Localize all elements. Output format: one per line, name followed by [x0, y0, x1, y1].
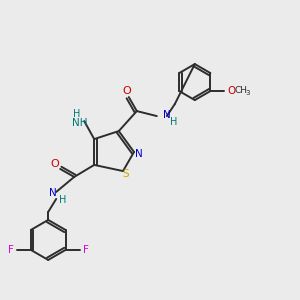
Text: O: O	[122, 86, 131, 96]
Text: O: O	[51, 159, 60, 169]
Text: F: F	[82, 245, 88, 255]
Text: H: H	[73, 109, 80, 119]
Text: 3: 3	[245, 90, 250, 96]
Text: N: N	[135, 149, 143, 159]
Text: S: S	[123, 169, 129, 179]
Text: NH: NH	[73, 118, 88, 128]
Text: H: H	[170, 117, 177, 127]
Text: N: N	[163, 110, 170, 120]
Text: F: F	[8, 245, 14, 255]
Text: O: O	[227, 86, 236, 96]
Text: H: H	[58, 195, 66, 205]
Text: CH: CH	[234, 85, 248, 94]
Text: N: N	[49, 188, 57, 198]
